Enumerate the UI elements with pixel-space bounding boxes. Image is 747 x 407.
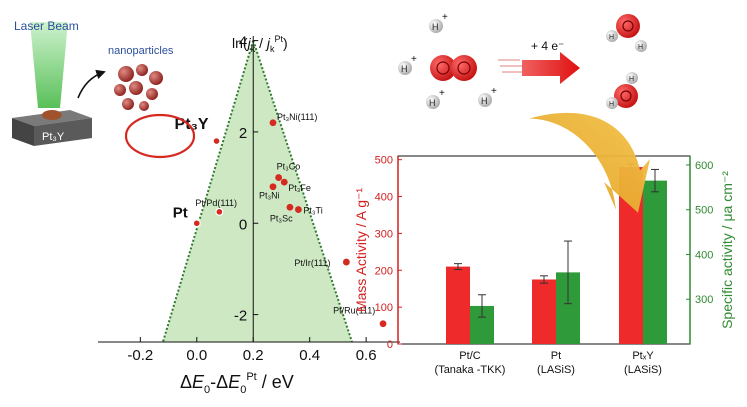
nanoparticle-cluster xyxy=(114,64,163,111)
volcano-point xyxy=(342,258,350,266)
improvement-curved-arrow xyxy=(529,112,650,213)
reaction-arrow xyxy=(498,52,580,84)
volcano-point-label: Pt/Ru(111) xyxy=(333,306,375,316)
laser-beam xyxy=(30,22,68,108)
volcano-x-tick-label: 0.4 xyxy=(299,347,320,364)
mass-activity-bar xyxy=(446,266,470,344)
volcano-point xyxy=(275,174,283,181)
mass-activity-tick-label: 500 xyxy=(375,155,393,167)
volcano-point xyxy=(280,178,288,186)
volcano-point xyxy=(286,203,294,211)
oxygen-molecule-icon xyxy=(430,55,477,81)
svg-text:H: H xyxy=(429,98,436,108)
svg-text:+: + xyxy=(439,88,445,99)
bar-category-labels: Pt/C (Tanaka -TKK) Pt (LASiS) PtₓY (LASiS) xyxy=(435,350,662,376)
volcano-x-label: ΔE0-ΔE0Pt / eV xyxy=(180,371,294,396)
laser-beam-label: Laser Beam xyxy=(14,19,79,33)
volcano-plot: -0.2 0.0 0.2 0.4 0.6 -2 0 2 4 Pt₃Ni(111) Pt₃Co Pt… xyxy=(98,34,400,396)
electron-transfer-label: + 4 e⁻ xyxy=(531,39,564,53)
mass-activity-axis-label: Mass Activity / A g⁻¹ xyxy=(353,188,369,312)
volcano-x-tick-label: 0.6 xyxy=(356,347,377,364)
svg-text:H: H xyxy=(609,101,614,108)
volcano-x-tick-label: 0.2 xyxy=(243,347,264,364)
volcano-y-tick-label: -2 xyxy=(234,308,247,325)
volcano-point xyxy=(269,119,277,127)
volcano-left-line xyxy=(161,40,255,343)
specific-activity-bar xyxy=(643,180,667,344)
water-molecule-icon-1: H H xyxy=(606,14,647,52)
svg-text:H: H xyxy=(638,44,643,51)
target-front xyxy=(12,118,34,146)
volcano-point-label: Pt/Pd(111) xyxy=(195,198,237,208)
specific-activity-tick-label: 600 xyxy=(695,160,713,172)
volcano-region xyxy=(162,40,353,342)
volcano-point-label: Pt₃Fe xyxy=(288,183,311,193)
volcano-point xyxy=(215,207,224,216)
volcano-point xyxy=(379,320,387,328)
mass-activity-tick-label: 400 xyxy=(375,192,393,204)
volcano-point-label: Pt₃Ti xyxy=(303,206,322,216)
activity-bar-chart: 0 100 200 300 400 500 300 400 500 600 Pt/C (Tanak… xyxy=(353,112,735,376)
volcano-point-label: Pt₃Ni xyxy=(259,191,280,201)
proton-ion-4: H+ xyxy=(478,86,497,107)
ablation-spot xyxy=(42,110,62,120)
svg-text:H: H xyxy=(609,34,614,41)
mass-activity-tick-label: 0 xyxy=(387,339,393,351)
volcano-point-label: Pt₃Co xyxy=(277,162,301,172)
svg-text:H: H xyxy=(481,96,488,106)
laser-illustration: Laser Beam Pt₃Y nanoparticles xyxy=(12,19,174,146)
target-side xyxy=(34,118,92,146)
pt3y-highlight-ellipse xyxy=(124,113,196,159)
mass-activity-tick-label: 100 xyxy=(375,302,393,314)
mass-activity-ticks: 0 100 200 300 400 500 xyxy=(375,155,402,351)
specific-activity-ticks: 300 400 500 600 xyxy=(686,160,713,306)
nanoparticles-label: nanoparticles xyxy=(108,45,174,57)
svg-text:H: H xyxy=(629,76,634,83)
svg-text:+: + xyxy=(491,86,497,97)
proton-ion-1: H+ xyxy=(398,54,417,75)
volcano-y-label: ln(jk / jkPt) xyxy=(232,34,288,54)
volcano-x-tick-label: 0.0 xyxy=(186,347,207,364)
svg-text:+: + xyxy=(442,12,448,23)
volcano-y-tick-label: 0 xyxy=(239,216,247,233)
volcano-point-label: Pt/Ir(111) xyxy=(294,258,330,268)
bar-category-sublabel: (LASiS) xyxy=(624,364,662,376)
svg-text:H: H xyxy=(432,22,439,32)
bar-category-label: Pt/C xyxy=(459,350,480,362)
svg-text:+: + xyxy=(411,54,417,65)
volcano-point-label: Pt₃Ni(111) xyxy=(277,112,317,122)
proton-ion-2: H+ xyxy=(429,12,448,33)
volcano-point-label: Pt xyxy=(173,204,188,221)
volcano-point xyxy=(212,137,221,146)
specific-activity-axis-label: Specific activity / μa cm⁻² xyxy=(719,171,735,329)
reaction-illustration: H+ H+ H+ H+ + 4 e⁻ H H H H xyxy=(398,12,647,109)
volcano-point xyxy=(192,219,201,228)
svg-text:H: H xyxy=(401,64,408,74)
specific-activity-tick-label: 300 xyxy=(695,294,713,306)
volcano-x-ticks: -0.2 0.0 0.2 0.4 0.6 xyxy=(127,337,377,364)
volcano-point xyxy=(294,206,302,213)
volcano-y-ticks: -2 0 2 4 xyxy=(234,34,259,325)
volcano-point xyxy=(269,183,277,191)
volcano-right-line xyxy=(252,40,353,343)
proton-ion-3: H+ xyxy=(426,88,445,109)
specific-activity-tick-label: 500 xyxy=(695,205,713,217)
volcano-x-tick-label: -0.2 xyxy=(127,347,153,364)
specific-activity-tick-label: 400 xyxy=(695,249,713,261)
bar-category-label: PtₓY xyxy=(632,350,654,362)
bar-category-label: Pt xyxy=(551,350,561,362)
volcano-y-tick-label: 2 xyxy=(239,125,247,142)
bar-category-sublabel: (Tanaka -TKK) xyxy=(435,364,506,376)
target-label: Pt₃Y xyxy=(42,131,65,143)
mass-activity-bar xyxy=(532,279,556,344)
ejection-arrow xyxy=(77,69,106,99)
bar-category-sublabel: (LASiS) xyxy=(537,364,575,376)
mass-activity-tick-label: 300 xyxy=(375,228,393,240)
water-molecule-icon-2: H H xyxy=(606,72,638,109)
volcano-y-tick-label: 4 xyxy=(239,34,247,51)
mass-activity-tick-label: 200 xyxy=(375,265,393,277)
volcano-point-label: Pt₃Sc xyxy=(270,213,293,223)
